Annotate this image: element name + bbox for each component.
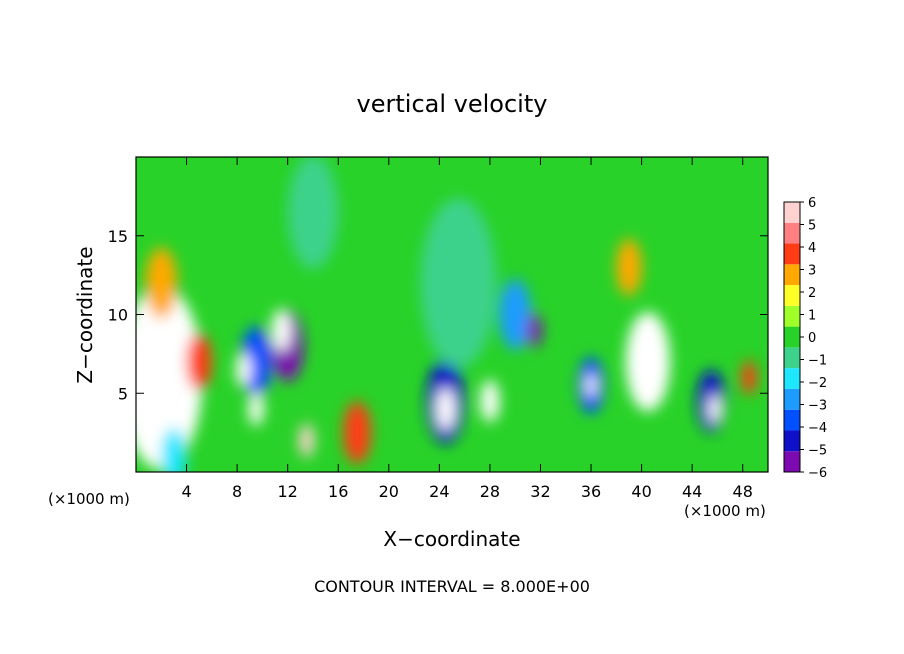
x-axis-ticks: 4 8 12 16 20 24 28 32 36 40 44 48 bbox=[181, 157, 753, 501]
heatmap-cell-12 bbox=[480, 379, 500, 423]
x-unit-label-right: (×1000 m) bbox=[684, 502, 766, 520]
heatmap-cell-5 bbox=[271, 308, 291, 352]
colorbar-swatch-10 bbox=[784, 243, 800, 265]
heatmap-cell-17 bbox=[585, 374, 597, 397]
colorbar-swatch-11 bbox=[784, 222, 800, 244]
x-tick-label-36: 36 bbox=[581, 482, 601, 501]
x-tick-label-24: 24 bbox=[429, 482, 449, 501]
colorbar-label-12: −6 bbox=[808, 466, 827, 481]
x-tick-label-4: 4 bbox=[181, 482, 191, 501]
y-axis-ticks: 5 10 15 bbox=[108, 227, 768, 403]
colorbar-label-6: 0 bbox=[808, 331, 816, 346]
x-tick-label-28: 28 bbox=[480, 482, 500, 501]
colorbar: 6 5 4 3 2 1 0 −1 −2 −3 −4 −5 −6 bbox=[783, 196, 827, 481]
x-tick-label-32: 32 bbox=[530, 482, 550, 501]
heatmap-cell-9 bbox=[343, 401, 372, 464]
heatmap-cell-21 bbox=[708, 394, 722, 424]
chart-title: vertical velocity bbox=[357, 90, 548, 118]
colorbar-label-1: 5 bbox=[808, 219, 816, 234]
colorbar-swatch-0 bbox=[784, 451, 800, 472]
colorbar-swatch-12 bbox=[784, 202, 800, 223]
heatmap-cell-14 bbox=[499, 279, 531, 350]
y-tick-label-15: 15 bbox=[108, 227, 128, 246]
colorbar-swatch-1 bbox=[784, 430, 800, 452]
heatmap-cell-23 bbox=[161, 427, 187, 472]
heatmap-cell-15 bbox=[526, 313, 542, 348]
colorbar-swatch-3 bbox=[784, 388, 800, 410]
colorbar-swatch-2 bbox=[784, 409, 800, 431]
contour-interval-label: CONTOUR INTERVAL = 8.000E+00 bbox=[314, 577, 590, 596]
colorbar-label-4: 2 bbox=[808, 286, 816, 301]
colorbar-swatch-7 bbox=[784, 305, 800, 327]
colorbar-label-10: −4 bbox=[808, 421, 827, 436]
heatmap-cells bbox=[136, 157, 757, 472]
heatmap-cell-2 bbox=[186, 333, 212, 391]
x-tick-label-20: 20 bbox=[379, 482, 399, 501]
x-tick-label-44: 44 bbox=[682, 482, 702, 501]
colorbar-label-3: 3 bbox=[808, 264, 816, 279]
colorbar-swatch-5 bbox=[784, 347, 800, 369]
colorbar-label-8: −2 bbox=[808, 376, 827, 391]
colorbar-label-11: −5 bbox=[808, 444, 827, 459]
heatmap-cell-6 bbox=[235, 352, 252, 387]
colorbar-swatch-6 bbox=[784, 326, 800, 348]
colorbar-swatch-4 bbox=[784, 368, 800, 389]
heatmap-cell-1 bbox=[145, 247, 178, 319]
colorbar-label-9: −3 bbox=[808, 399, 827, 414]
colorbar-label-2: 4 bbox=[808, 241, 816, 256]
colorbar-label-7: −1 bbox=[808, 354, 827, 369]
heatmap-area bbox=[136, 157, 768, 472]
colorbar-label-0: 6 bbox=[808, 196, 816, 211]
y-tick-label-10: 10 bbox=[108, 306, 128, 325]
colorbar-swatch-9 bbox=[784, 264, 800, 286]
heatmap-cell-24 bbox=[287, 157, 339, 269]
y-tick-label-5: 5 bbox=[118, 384, 128, 403]
colorbar-swatch-8 bbox=[784, 285, 800, 306]
heatmap-cell-7 bbox=[248, 391, 264, 427]
colorbar-label-5: 1 bbox=[808, 309, 816, 324]
heatmap-cell-18 bbox=[625, 312, 671, 412]
x-unit-label: (×1000 m) bbox=[48, 490, 130, 508]
y-axis-label: Z−coordinate bbox=[73, 246, 97, 383]
x-tick-label-8: 8 bbox=[232, 482, 242, 501]
x-axis-label: X−coordinate bbox=[383, 527, 520, 551]
heatmap-cell-11 bbox=[436, 387, 456, 431]
x-tick-label-16: 16 bbox=[328, 482, 348, 501]
heatmap-cell-19 bbox=[616, 238, 642, 296]
heatmap-cell-8 bbox=[299, 423, 315, 458]
x-tick-label-48: 48 bbox=[733, 482, 753, 501]
heatmap-cell-22 bbox=[741, 360, 757, 395]
x-tick-label-40: 40 bbox=[631, 482, 651, 501]
heatmap-cell-13 bbox=[420, 197, 497, 369]
heatmap-cell-0 bbox=[136, 285, 203, 470]
x-tick-label-12: 12 bbox=[278, 482, 298, 501]
